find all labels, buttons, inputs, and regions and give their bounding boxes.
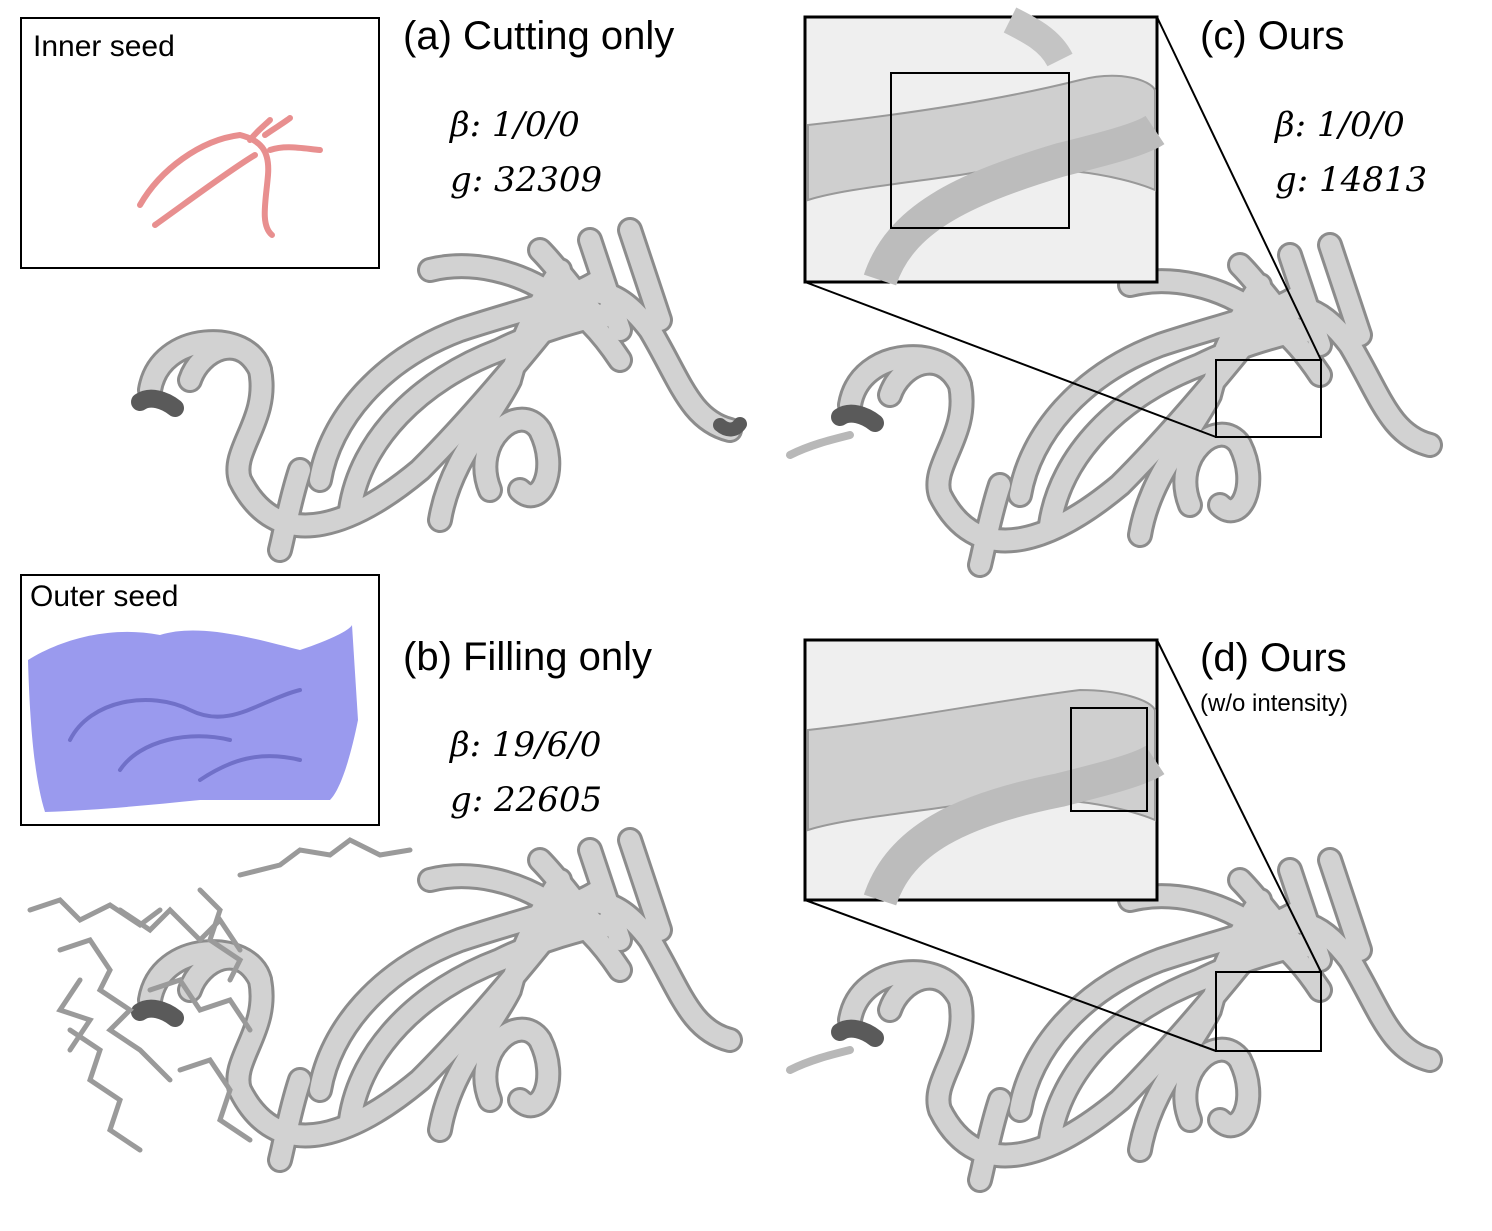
panel-a-beta-key: β <box>450 105 470 145</box>
outer-seed-label: Outer seed <box>30 580 179 613</box>
panel-a-g: g: 32309 <box>450 160 603 200</box>
outer-seed-inset <box>20 574 380 826</box>
zoom-inset-c <box>803 7 1322 438</box>
panel-d-title: (d) Ours <box>1200 636 1347 680</box>
zoom-inset-d <box>803 638 1322 1052</box>
panel-a-beta: β: 1/0/0 <box>450 105 580 145</box>
vessel-render-b <box>27 840 730 1160</box>
panel-b-g-key: g <box>450 780 472 820</box>
vessel-render-d <box>786 860 1430 1180</box>
panel-c-g: g: 14813 <box>1275 160 1428 200</box>
panel-a-g-key: g <box>450 160 472 200</box>
panel-c-beta-value: 1/0/0 <box>1316 105 1405 145</box>
panel-a-title: (a) Cutting only <box>403 14 675 58</box>
panel-b-g: g: 22605 <box>450 780 603 820</box>
vessel-render-c <box>786 245 1430 565</box>
vessel-render-a <box>131 230 747 550</box>
panel-b-beta: β: 19/6/0 <box>450 725 602 765</box>
panel-c-beta: β: 1/0/0 <box>1275 105 1405 145</box>
panel-a-g-value: 32309 <box>494 160 603 200</box>
inner-seed-label: Inner seed <box>33 30 175 63</box>
panel-d-subtitle: (w/o intensity) <box>1200 690 1349 717</box>
panel-b-g-value: 22605 <box>494 780 603 820</box>
panel-a-beta-value: 1/0/0 <box>491 105 580 145</box>
panel-b-title: (b) Filling only <box>403 635 652 679</box>
panel-c-title: (c) Ours <box>1200 14 1345 58</box>
panel-c-beta-key: β <box>1275 105 1295 145</box>
panel-c-g-key: g <box>1275 160 1297 200</box>
panel-b-beta-value: 19/6/0 <box>491 725 602 765</box>
panel-b-beta-key: β <box>450 725 470 765</box>
inner-seed-inset <box>20 17 380 269</box>
panel-c-g-value: 14813 <box>1319 160 1428 200</box>
